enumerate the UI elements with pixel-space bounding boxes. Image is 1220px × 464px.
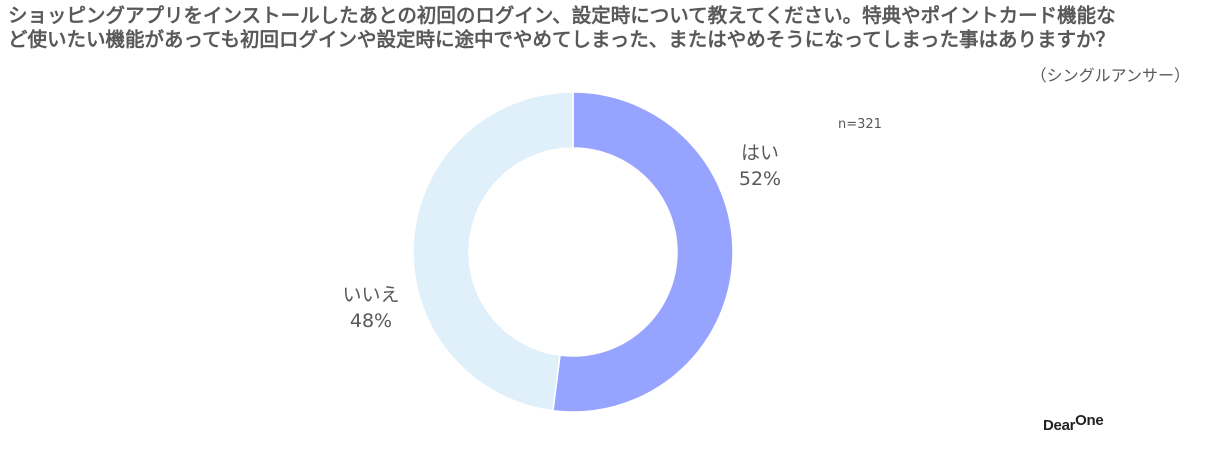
slice-label-iie-value: 48%: [349, 310, 393, 332]
donut-slice-1: [412, 91, 574, 412]
chart-title-line-1: ショッピングアプリをインストールしたあとの初回のログイン、設定時について教えてく…: [8, 4, 1116, 27]
slice-label-iie-category: いいえ: [342, 284, 400, 306]
donut-slice-0: [552, 91, 734, 413]
slice-label-hai-category: はい: [740, 142, 779, 164]
sample-size-label: n=321: [838, 117, 882, 132]
answer-type-note: （シングルアンサー）: [1030, 66, 1190, 85]
chart-title-line-2: ど使いたい機能があっても初回ログインや設定時に途中でやめてしまった、またはやめそ…: [8, 28, 1116, 51]
slice-label-hai-value: 52%: [738, 168, 782, 190]
dearone-logo: DearOne: [1043, 412, 1104, 434]
slice-label-hai: はい 52%: [728, 140, 792, 192]
logo-text-sup: One: [1075, 412, 1104, 429]
slice-label-iie: いいえ 48%: [334, 282, 408, 334]
logo-text-main: Dear: [1043, 417, 1076, 434]
